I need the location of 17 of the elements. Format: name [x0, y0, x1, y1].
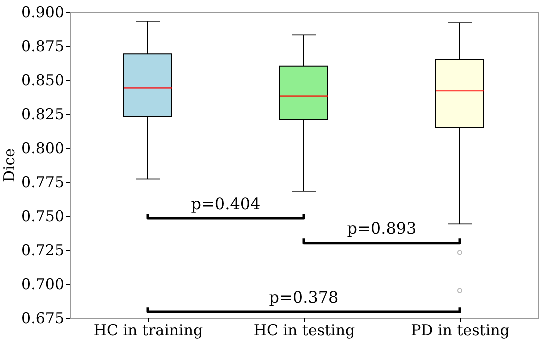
y-tick-label: 0.700 [22, 276, 64, 294]
x-tick-label: HC in testing [254, 322, 356, 340]
y-tick-label: 0.775 [22, 174, 64, 192]
annotation: p=0.378 [269, 288, 339, 308]
x-tick-label: PD in testing [411, 322, 510, 340]
y-tick-label: 0.900 [22, 4, 64, 22]
y-tick-label: 0.875 [22, 38, 64, 56]
y-tick-label: 0.850 [22, 72, 64, 90]
y-tick-label: 0.750 [22, 208, 64, 226]
y-tick-label: 0.725 [22, 242, 64, 260]
annotation: p=0.893 [347, 219, 417, 238]
annotation: p=0.404 [191, 194, 261, 214]
y-tick-label: 0.825 [22, 106, 64, 124]
y-tick-label: 0.800 [22, 140, 64, 158]
x-tick-label: HC in training [94, 322, 204, 340]
y-axis-title: Dice [0, 148, 19, 183]
y-tick-label: 0.675 [22, 310, 64, 328]
